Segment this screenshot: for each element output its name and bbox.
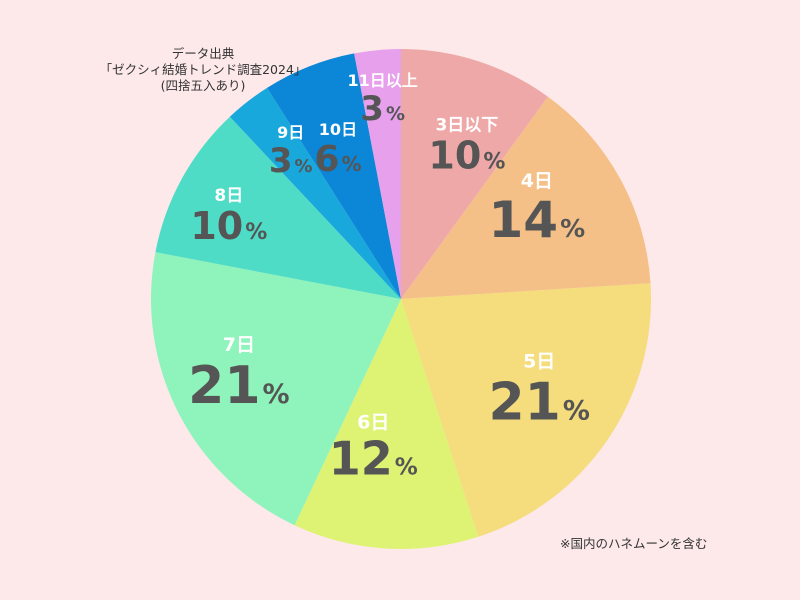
- source-line-1: データ出典: [171, 46, 235, 61]
- slice-category-label: 9日: [277, 123, 304, 142]
- pie-slice: [401, 96, 651, 299]
- slice-value-label: 21%: [488, 373, 589, 433]
- slice-value-label: 3%: [360, 89, 405, 129]
- slice-value-label: 14%: [488, 191, 585, 249]
- slice-value-label: 21%: [188, 356, 289, 416]
- pie-slice: [155, 116, 401, 299]
- pie-slice: [354, 49, 401, 299]
- slice-category-label: 11日以上: [348, 71, 418, 90]
- pie-slice: [401, 49, 548, 299]
- slice-category-label: 7日: [223, 334, 255, 356]
- footnote: ※国内のハネムーンを含む: [560, 536, 708, 551]
- pie-slice: [267, 53, 401, 299]
- slice-category-label: 5日: [523, 351, 555, 373]
- slice-category-label: 6日: [357, 411, 389, 433]
- source-line-2: 「ゼクシィ結婚トレンド調査2024」: [99, 62, 307, 77]
- pie-slice: [150, 252, 401, 526]
- slice-value-label: 10%: [428, 134, 505, 178]
- source-note: データ出典 「ゼクシィ結婚トレンド調査2024」 (四捨五入あり): [88, 46, 318, 94]
- slice-category-label: 10日: [319, 120, 357, 139]
- pie-slice: [401, 283, 651, 537]
- source-line-3: (四捨五入あり): [160, 78, 246, 93]
- pie-slice: [294, 299, 479, 549]
- slice-value-label: 10%: [190, 204, 267, 248]
- pie-slice: [229, 87, 401, 299]
- slice-value-label: 3%: [269, 141, 313, 181]
- slice-category-label: 4日: [521, 170, 553, 192]
- slice-value-label: 6%: [314, 139, 361, 180]
- slice-label-group: 9日3%: [269, 123, 313, 181]
- slice-value-label: 12%: [329, 431, 418, 485]
- slice-category-label: 8日: [214, 186, 243, 206]
- slice-category-label: 3日以下: [435, 116, 498, 136]
